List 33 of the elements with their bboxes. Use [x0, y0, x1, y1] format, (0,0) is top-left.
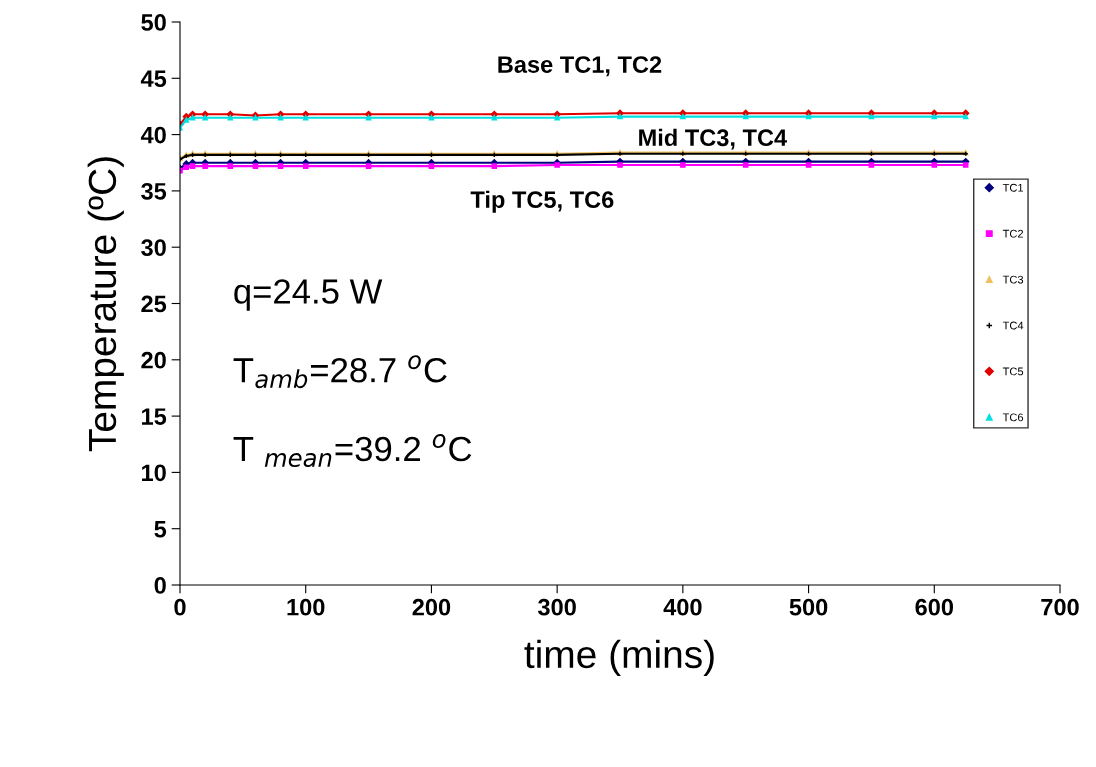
- y-tick-label: 15: [142, 408, 167, 425]
- annotation: Mid TC3, TC4: [639, 128, 788, 150]
- legend-label: TC6: [1002, 413, 1024, 422]
- annotation: Tip TC5, TC6: [470, 190, 614, 213]
- x-tick-label: 400: [663, 598, 702, 616]
- annotation: T$_{amb}$=28.7 $^{o}$C: [233, 355, 447, 389]
- legend-label: TC2: [1002, 229, 1024, 238]
- y-tick-label: 25: [141, 295, 167, 313]
- y-axis-title: Temperature (ºC): [87, 157, 124, 452]
- y-tick-label: 40: [140, 126, 166, 144]
- y-tick-label: 20: [141, 351, 166, 369]
- x-tick-label: 300: [537, 598, 576, 616]
- x-axis-title: time (mins): [524, 639, 714, 676]
- annotation: Base TC1, TC2: [498, 56, 662, 77]
- x-tick-label: 600: [915, 598, 954, 616]
- y-tick-label: 10: [142, 464, 166, 482]
- y-tick-label: 30: [141, 239, 166, 257]
- legend-label: TC3: [1002, 275, 1024, 284]
- x-tick-label: 500: [789, 598, 828, 616]
- annotation: q=24.5 W: [234, 279, 383, 311]
- x-tick-label: 700: [1041, 598, 1079, 616]
- y-tick-label: 50: [141, 14, 166, 31]
- x-tick-label: 0: [174, 598, 186, 616]
- legend-label: TC5: [1002, 367, 1024, 376]
- x-tick-label: 200: [412, 598, 451, 616]
- y-tick-label: 5: [154, 521, 167, 538]
- legend-label: TC4: [1002, 321, 1024, 330]
- legend-label: TC1: [1002, 183, 1024, 192]
- x-tick-label: 100: [287, 598, 325, 616]
- y-tick-label: 35: [141, 182, 167, 200]
- y-tick-label: 0: [154, 577, 166, 594]
- annotation: T $_{mean}$=39.2 $^{o}$C: [233, 434, 472, 467]
- y-tick-label: 45: [140, 70, 167, 88]
